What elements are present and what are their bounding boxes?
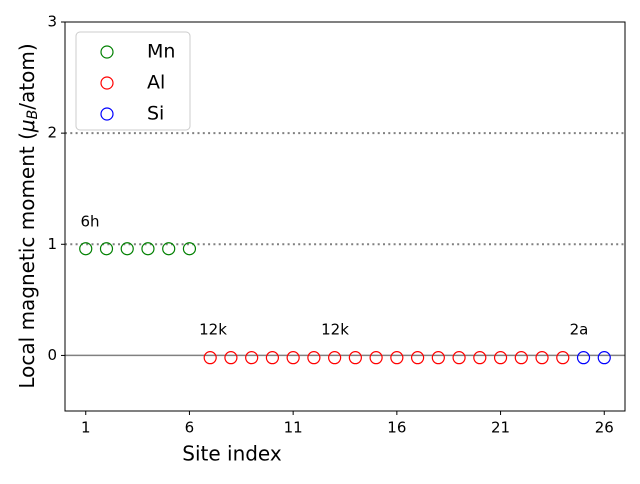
point: [597, 351, 611, 365]
point: [576, 351, 591, 365]
point: [203, 351, 217, 365]
point: [99, 242, 114, 256]
y-tick-label: 0: [47, 346, 57, 364]
point: [390, 351, 404, 365]
point: [120, 242, 134, 256]
x-tick-label: 6: [185, 419, 195, 437]
annotation: 6h: [80, 213, 99, 231]
point: [473, 351, 487, 365]
legend-label: Si: [147, 103, 164, 125]
y-tick-label: 1: [47, 235, 57, 253]
legend-label: Al: [147, 72, 165, 94]
label-part: B: [25, 110, 41, 120]
x-tick-label: 26: [595, 419, 614, 437]
plot-frame: [64, 21, 626, 412]
y-tick-label: 3: [47, 13, 57, 31]
x-tick-label: 11: [284, 419, 303, 437]
annotation: 12k: [321, 321, 349, 339]
legend-marker: [100, 76, 114, 90]
point: [556, 351, 570, 365]
point: [79, 242, 93, 256]
point: [452, 351, 466, 365]
point: [286, 351, 300, 365]
point: [410, 351, 425, 365]
label-part: μ: [15, 119, 39, 133]
x-tick-label: 21: [491, 419, 510, 437]
point: [141, 242, 155, 256]
point: [348, 351, 362, 365]
point: [307, 351, 321, 365]
x-tick-label: 1: [81, 419, 91, 437]
x-axis-label: Site index: [182, 442, 282, 466]
point: [369, 351, 383, 365]
legend-marker: [100, 107, 114, 121]
point: [224, 351, 238, 365]
point: [514, 351, 528, 365]
y-axis-label: Local magnetic moment (μB/atom): [15, 43, 42, 388]
point: [328, 351, 342, 365]
legend-box: [75, 31, 191, 131]
point: [162, 242, 176, 256]
annotation: 2a: [570, 321, 589, 339]
label-part: Local magnetic moment (: [15, 132, 39, 389]
point: [535, 351, 549, 365]
point: [431, 351, 445, 365]
annotation: 12k: [199, 321, 227, 339]
point: [245, 351, 259, 365]
point: [182, 242, 197, 256]
y-tick-label: 2: [47, 124, 57, 142]
x-tick-label: 16: [387, 419, 406, 437]
point: [265, 351, 280, 365]
label-part: /atom): [15, 43, 39, 109]
legend-marker: [100, 45, 114, 59]
legend-label: Mn: [147, 41, 175, 63]
point: [493, 351, 508, 365]
